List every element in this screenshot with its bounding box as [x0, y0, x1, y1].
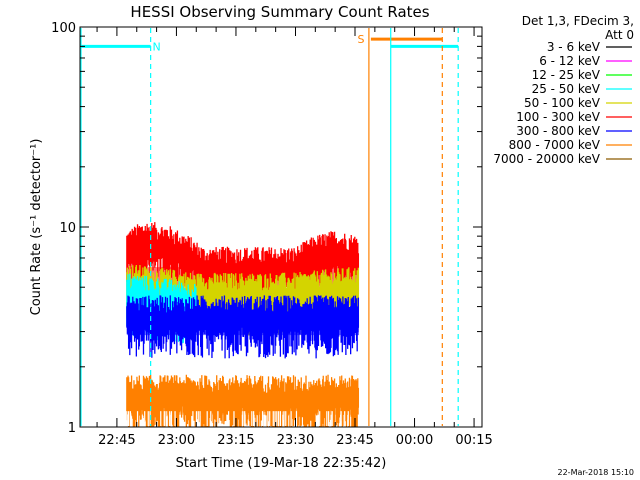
x-tick-label: 22:45 [98, 433, 135, 448]
legend-entry-label: 7000 - 20000 keV [493, 152, 600, 166]
series-3 [126, 295, 360, 359]
x-tick-label: 00:15 [455, 433, 492, 448]
y-tick-label: 10 [59, 221, 76, 236]
x-tick-label: 00:00 [396, 433, 433, 448]
x-tick-label: 23:30 [277, 433, 314, 448]
legend-entry-label: 3 - 6 keV [547, 40, 601, 54]
series-4 [126, 374, 360, 427]
legend-header-line-1: Det 1,3, FDecim 3, [522, 14, 634, 28]
x-tick-label: 23:15 [217, 433, 254, 448]
x-axis-label: Start Time (19-Mar-18 22:35:42) [176, 456, 387, 471]
legend-header-line-2: Att 0 [605, 28, 634, 42]
legend-entry-label: 6 - 12 keV [539, 54, 601, 68]
plot-area [126, 222, 360, 427]
x-tick-label: 23:00 [158, 433, 195, 448]
legend-entry-label: 100 - 300 keV [516, 110, 600, 124]
y-tick-label: 1 [68, 421, 76, 436]
plot-frame [79, 26, 483, 428]
low-count-gaps [126, 411, 349, 426]
annotation-layer: NS [80, 28, 459, 426]
legend-entry-label: 50 - 100 keV [524, 96, 601, 110]
series-3-band [126, 315, 359, 336]
y-axis: 1 10 100 [51, 21, 482, 436]
x-tick-label: 23:45 [336, 433, 373, 448]
legend-entry-label: 12 - 25 keV [532, 68, 601, 82]
legend-entry-label: 800 - 7000 keV [509, 138, 601, 152]
series-4-band [126, 395, 359, 415]
timestamp-stamp: 22-Mar-2018 15:10 [558, 468, 635, 477]
y-axis-label: Count Rate (s⁻¹ detector⁻¹) [29, 139, 44, 316]
annotation-label: N [152, 40, 160, 53]
x-axis: 22:45 23:00 23:15 23:30 23:45 00:00 00:15 [96, 27, 493, 448]
legend-entry-label: 25 - 50 keV [532, 82, 601, 96]
chart-title: HESSI Observing Summary Count Rates [130, 3, 429, 21]
legend-entry-label: 300 - 800 keV [516, 124, 600, 138]
y-tick-label: 100 [51, 21, 76, 36]
annotation-label: S [357, 33, 364, 46]
